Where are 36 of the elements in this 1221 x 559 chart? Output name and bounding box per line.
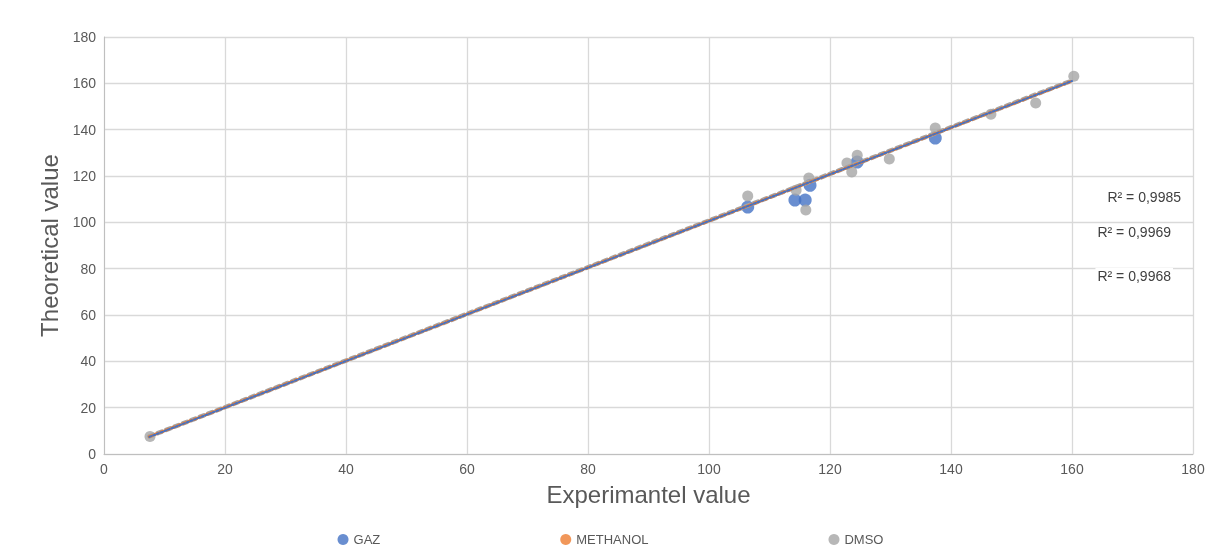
point (1068, 70, 1080, 82)
x-tick-label: 0 (100, 461, 109, 477)
x-tick-label: 80 (580, 461, 596, 477)
point (742, 190, 754, 202)
y-axis-title: Theoretical value (36, 154, 64, 337)
y-tick-label: 160 (72, 75, 97, 92)
y-tick-label: 80 (80, 260, 97, 277)
point (883, 153, 895, 165)
point (851, 149, 863, 161)
x-tick-label: 20 (217, 461, 233, 477)
x-tick-label: 120 (818, 461, 842, 477)
x-tick-label: 60 (459, 461, 475, 477)
y-tick-label: 20 (80, 399, 97, 416)
x-tick-label: 140 (939, 461, 963, 477)
annotation: R² = 0,9969 (1097, 224, 1172, 240)
x-tick-label: 40 (338, 461, 354, 477)
point (846, 166, 858, 178)
legend-label: DMSO (844, 532, 884, 547)
annotation: R² = 0,9985 (1107, 189, 1182, 205)
y-tick-label: 100 (72, 214, 97, 231)
y-tick-label: 0 (88, 446, 97, 462)
point (798, 193, 812, 207)
annotation: R² = 0,9968 (1097, 268, 1172, 284)
point (1030, 97, 1042, 109)
y-tick-label: 180 (72, 29, 97, 45)
y-tick-label: 60 (80, 307, 97, 323)
x-tick-label: 100 (697, 461, 721, 477)
y-tick-label: 40 (80, 353, 97, 370)
legend-label: METHANOL (576, 532, 649, 547)
y-tick-label: 140 (72, 121, 97, 138)
x-tick-label: 160 (1060, 461, 1084, 477)
x-axis-title: Experimantel value (546, 480, 751, 508)
legend-label: GAZ (353, 532, 381, 547)
y-tick-label: 120 (72, 168, 97, 184)
point (800, 204, 812, 216)
x-tick-label: 180 (1181, 461, 1205, 477)
